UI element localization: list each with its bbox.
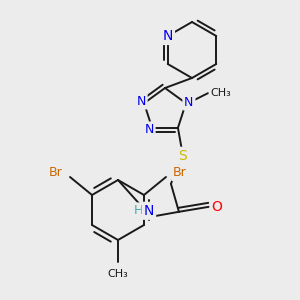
- Text: O: O: [212, 200, 222, 214]
- Text: N: N: [163, 29, 173, 43]
- Text: N: N: [136, 95, 146, 108]
- Text: N: N: [144, 123, 154, 136]
- Text: N: N: [184, 96, 194, 109]
- Text: CH₃: CH₃: [211, 88, 231, 98]
- Text: S: S: [178, 149, 187, 163]
- Text: CH₃: CH₃: [108, 269, 128, 279]
- Text: Br: Br: [173, 167, 187, 179]
- Text: H: H: [134, 204, 144, 217]
- Text: N: N: [144, 204, 154, 218]
- Text: Br: Br: [49, 167, 63, 179]
